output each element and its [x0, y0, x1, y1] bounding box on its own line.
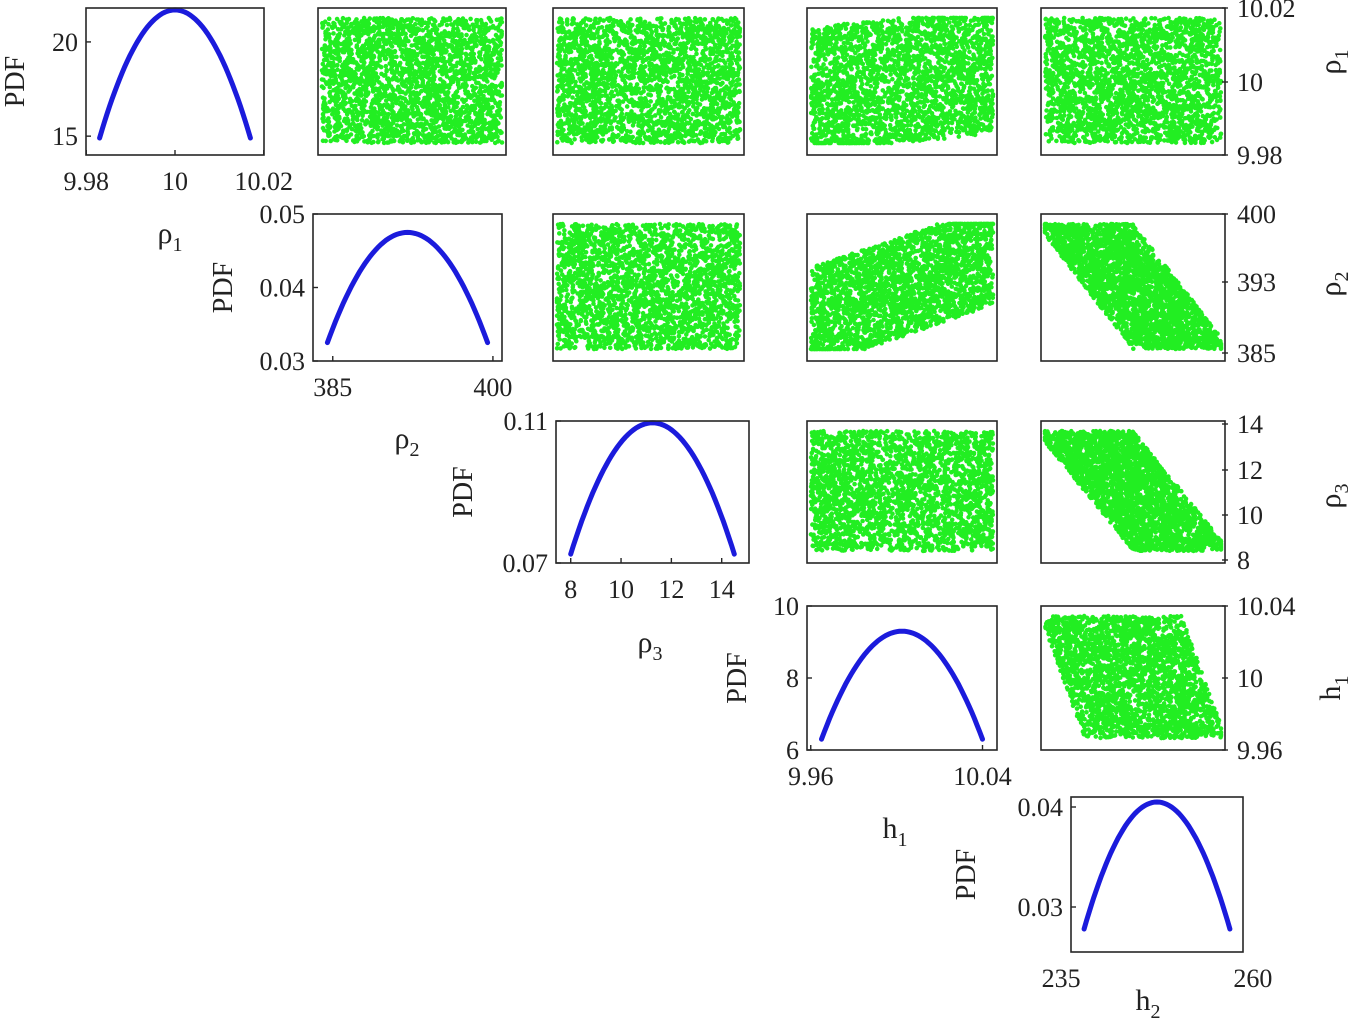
- pdf-ylabel-rho2: PDF: [208, 262, 239, 313]
- scatter-rho2-vs-h2-points: [1042, 221, 1224, 352]
- pdf-xtick-label-rho3-1: 10: [608, 575, 634, 604]
- scatter-rho3-vs-h1: [808, 428, 996, 554]
- right-axis-label-rho3: ρ3: [1314, 484, 1352, 509]
- scatter-rho2-vs-h1: [808, 221, 996, 352]
- pdf-xlabel-h2: h2: [1136, 984, 1161, 1023]
- pdf-xtick-label-h1-1: 10.04: [953, 762, 1012, 791]
- scatter-rho2-vs-rho3-frame: [552, 213, 745, 362]
- right-axis-label-rho2: ρ2: [1314, 272, 1352, 297]
- scatter-rho2-vs-h1-points: [808, 221, 996, 352]
- pdf-ylabel-h2: PDF: [951, 849, 982, 900]
- pdf-ytick-label-rho2-0: 0.03: [260, 347, 306, 376]
- pdf-ytick-label-rho1-1: 20: [52, 28, 78, 57]
- pdf-xtick-label-rho2-0: 385: [313, 373, 352, 402]
- pdf-xtick-label-rho3-3: 14: [709, 575, 735, 604]
- pdf-xlabel-rho3: ρ3: [638, 626, 663, 665]
- scatter-rho2-vs-h2-frame: [1040, 213, 1226, 362]
- pdf-frame-rho3: [555, 420, 750, 564]
- right-tick-label-rho1-1: 10: [1237, 68, 1263, 97]
- scatter-h1-vs-h2-points: [1043, 613, 1224, 741]
- scatter-rho1-vs-rho2: [319, 15, 505, 146]
- pdf-ytick-label-rho2-1: 0.04: [260, 274, 306, 303]
- pdf-xtick-label-h2-0: 235: [1042, 964, 1081, 993]
- pdf-xlabel-rho1: ρ1: [158, 217, 183, 256]
- scatter-rho3-vs-h2-frame: [1040, 420, 1226, 564]
- right-tick-label-h1-1: 10: [1237, 664, 1263, 693]
- pdf-ylabel-h1: PDF: [722, 652, 753, 703]
- pdf-frame-rho1: [85, 7, 265, 156]
- pdf-curve-h1: [819, 628, 985, 742]
- scatter-rho1-vs-h1-frame: [806, 7, 998, 156]
- frame-layer: [85, 7, 1244, 953]
- pdf-curve-rho3: [568, 420, 737, 557]
- right-tick-label-rho3-0: 8: [1237, 546, 1250, 575]
- scatter-rho1-vs-rho2-frame: [317, 7, 507, 156]
- scatter-rho1-vs-h1-points: [808, 15, 996, 146]
- scatter-rho3-vs-h2: [1042, 428, 1224, 554]
- pdf-layer: [97, 7, 1233, 932]
- right-tick-label-rho1-0: 9.98: [1237, 141, 1283, 170]
- scatter-rho2-vs-h1-frame: [806, 213, 998, 362]
- pdf-xlabel-rho2: ρ2: [395, 422, 420, 461]
- pdf-xtick-label-rho2-1: 400: [473, 373, 512, 402]
- scatter-rho2-vs-rho3: [554, 221, 743, 352]
- right-axis-label-h1: h1: [1314, 676, 1352, 701]
- scatter-rho1-vs-h2-points: [1042, 15, 1224, 146]
- pdf-xtick-label-rho3-2: 12: [658, 575, 684, 604]
- scatter-h1-vs-h2: [1043, 613, 1224, 741]
- pdf-xtick-label-rho1-2: 10.02: [234, 167, 293, 196]
- scatter-rho1-vs-rho2-points: [319, 15, 505, 146]
- scatter-rho1-vs-h2: [1042, 15, 1224, 146]
- right-tick-label-h1-0: 9.96: [1237, 736, 1283, 765]
- pdf-xlabel-h1: h1: [883, 812, 908, 851]
- pdf-ytick-label-rho1-0: 15: [52, 122, 78, 151]
- scatter-layer: [319, 15, 1224, 741]
- right-tick-label-rho3-1: 10: [1237, 501, 1263, 530]
- scatter-rho3-vs-h1-points: [808, 428, 996, 554]
- scatter-rho2-vs-h2: [1042, 221, 1224, 352]
- pdf-ytick-label-h1-2: 10: [773, 592, 799, 621]
- right-tick-label-rho3-2: 12: [1237, 456, 1263, 485]
- right-tick-label-rho3-3: 14: [1237, 410, 1263, 439]
- pdf-ylabel-rho1: PDF: [0, 56, 31, 107]
- right-tick-label-rho2-2: 400: [1237, 200, 1276, 229]
- scatter-rho3-vs-h2-points: [1042, 428, 1224, 554]
- pdf-frame-h1: [806, 605, 998, 751]
- right-tick-label-rho1-2: 10.02: [1237, 0, 1296, 23]
- pdf-xtick-label-rho1-1: 10: [162, 167, 188, 196]
- pdf-ytick-label-h2-1: 0.04: [1018, 793, 1064, 822]
- pdf-curve-h2: [1081, 799, 1233, 932]
- pdf-ytick-label-rho2-2: 0.05: [260, 200, 306, 229]
- scatter-rho1-vs-rho3: [554, 15, 743, 146]
- pdf-xtick-label-rho3-0: 8: [564, 575, 577, 604]
- pdf-xtick-label-rho1-0: 9.98: [64, 167, 110, 196]
- pdf-curve-rho2: [324, 229, 491, 346]
- scatter-rho3-vs-h1-frame: [806, 420, 998, 564]
- scatter-rho1-vs-h1: [808, 15, 996, 146]
- right-tick-label-rho2-0: 385: [1237, 339, 1276, 368]
- pdf-ytick-label-rho3-0: 0.07: [503, 549, 549, 578]
- pdf-frame-rho2: [312, 213, 503, 362]
- pdf-ytick-label-h2-0: 0.03: [1018, 893, 1064, 922]
- pdf-ytick-label-h1-1: 8: [786, 664, 799, 693]
- pdf-ytick-label-rho3-1: 0.11: [503, 407, 548, 436]
- scatter-rho1-vs-rho3-points: [554, 15, 743, 146]
- pdf-curve-rho1: [97, 7, 253, 141]
- right-axis-label-rho1: ρ1: [1314, 50, 1352, 75]
- pdf-frame-h2: [1070, 796, 1244, 953]
- right-tick-label-h1-2: 10.04: [1237, 592, 1296, 621]
- pdf-ytick-label-h1-0: 6: [786, 736, 799, 765]
- pdf-ylabel-rho3: PDF: [448, 466, 479, 517]
- pdf-xtick-label-h2-1: 260: [1233, 964, 1272, 993]
- scatter-rho1-vs-rho3-frame: [552, 7, 745, 156]
- pdf-xtick-label-h1-0: 9.96: [788, 762, 834, 791]
- right-tick-label-rho2-1: 393: [1237, 268, 1276, 297]
- scatter-rho2-vs-rho3-points: [554, 221, 743, 352]
